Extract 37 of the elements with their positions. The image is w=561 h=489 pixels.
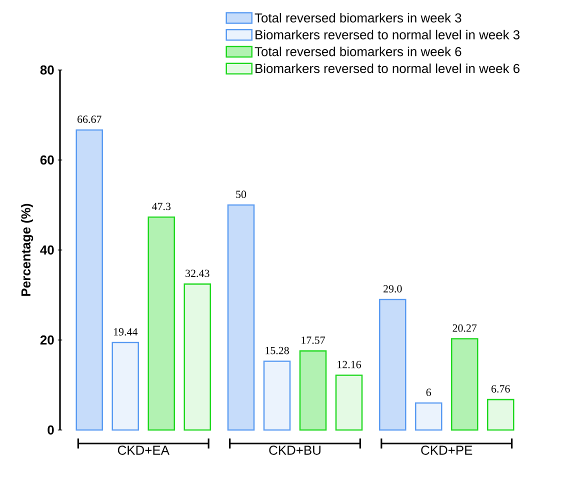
y-tick-label: 60 [40, 155, 54, 165]
data-label: 20.27 [452, 324, 477, 332]
bar [76, 129, 104, 431]
bar [227, 204, 255, 431]
legend-label: Total reversed biomarkers in week 3 [254, 12, 462, 22]
y-tick-label: 80 [40, 65, 54, 75]
bar [184, 283, 212, 431]
y-tick-label: 20 [40, 335, 54, 345]
y-tick-label: 0 [48, 425, 54, 435]
bar [299, 350, 327, 431]
bar [378, 298, 406, 431]
bar [450, 338, 478, 431]
legend-label: Biomarkers reversed to normal level in week 3 [256, 30, 520, 40]
bar [148, 216, 176, 431]
data-label: 12.16 [338, 360, 362, 368]
data-label: 17.57 [302, 336, 326, 344]
legend-label: Total reversed biomarkers in week 6 [254, 46, 462, 56]
y-axis-title: Percentage (%) [20, 204, 34, 296]
x-tick-label: CKD+BU [269, 446, 320, 455]
x-tick-label: CKD+EA [118, 446, 170, 455]
bar [486, 398, 514, 431]
data-label: 29.0 [384, 285, 402, 293]
data-label: 6.76 [491, 385, 510, 393]
data-label: 15.28 [266, 346, 289, 354]
data-label: 50 [236, 190, 246, 198]
x-tick-label: CKD+PE [421, 446, 472, 455]
data-label: 47.3 [152, 202, 171, 210]
bar [112, 342, 140, 431]
data-label: 19.44 [114, 328, 138, 336]
data-label: 32.43 [186, 270, 210, 278]
data-label: 66.67 [78, 116, 102, 124]
bar [335, 374, 363, 431]
data-label: 6 [426, 388, 432, 396]
bar [414, 402, 442, 431]
y-tick-label: 40 [40, 245, 54, 255]
legend-label: Biomarkers reversed to normal level in week 6 [256, 64, 520, 74]
bar [263, 360, 291, 431]
